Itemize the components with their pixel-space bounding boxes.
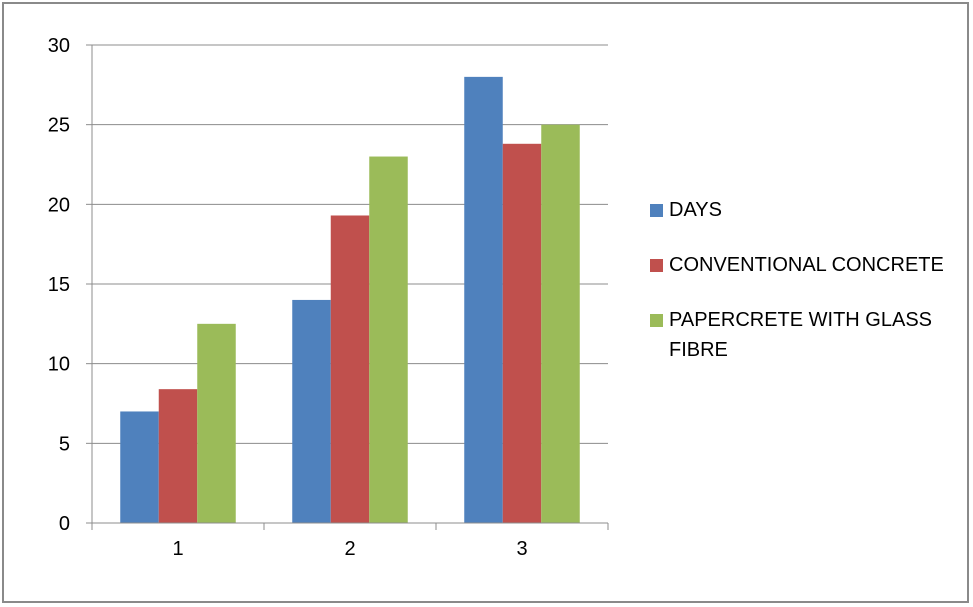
x-tick-label-1: 1	[172, 538, 183, 560]
y-tick-label-2: 10	[48, 354, 70, 376]
x-tick-labels: 1 2 3	[172, 538, 527, 560]
bars	[120, 76, 580, 524]
bar-papercrete-with-glass-fibre-1	[197, 323, 236, 523]
y-tick-labels: 0 5 10 15 20 25 30	[48, 35, 70, 535]
legend-item-papercrete-glass-fibre: PAPERCRETE WITH GLASS FIBRE	[650, 305, 960, 365]
y-tick-label-4: 20	[48, 194, 70, 216]
legend-swatch-papercrete-glass-fibre	[650, 314, 663, 327]
legend-label-papercrete-glass-fibre: PAPERCRETE WITH GLASS FIBRE	[669, 309, 933, 361]
bar-days-3	[464, 76, 503, 523]
bar-conventional-concrete-1	[158, 389, 198, 523]
y-tick-label-5: 25	[48, 115, 70, 137]
legend-label-conventional-concrete: CONVENTIONAL CONCRETE	[669, 254, 944, 276]
bar-days-1	[120, 411, 159, 523]
y-tick-label-1: 5	[59, 433, 70, 455]
y-tick-label-0: 0	[59, 513, 70, 535]
axes	[91, 45, 609, 530]
legend-swatch-days	[650, 204, 663, 217]
bar-papercrete-with-glass-fibre-3	[541, 124, 580, 524]
legend: DAYS CONVENTIONAL CONCRETE PAPERCRETE WI…	[650, 195, 960, 390]
y-tick-label-3: 15	[48, 274, 70, 296]
bar-conventional-concrete-2	[330, 215, 370, 523]
bar-papercrete-with-glass-fibre-2	[369, 156, 408, 524]
legend-item-conventional-concrete: CONVENTIONAL CONCRETE	[650, 250, 960, 280]
legend-item-days: DAYS	[650, 195, 960, 225]
x-tick-label-2: 2	[344, 538, 355, 560]
bar-conventional-concrete-3	[502, 143, 542, 523]
legend-label-days: DAYS	[669, 199, 722, 221]
bar-days-2	[292, 299, 331, 523]
x-tick-label-3: 3	[516, 538, 527, 560]
legend-swatch-conventional-concrete	[650, 259, 663, 272]
y-tick-label-6: 30	[48, 35, 70, 57]
